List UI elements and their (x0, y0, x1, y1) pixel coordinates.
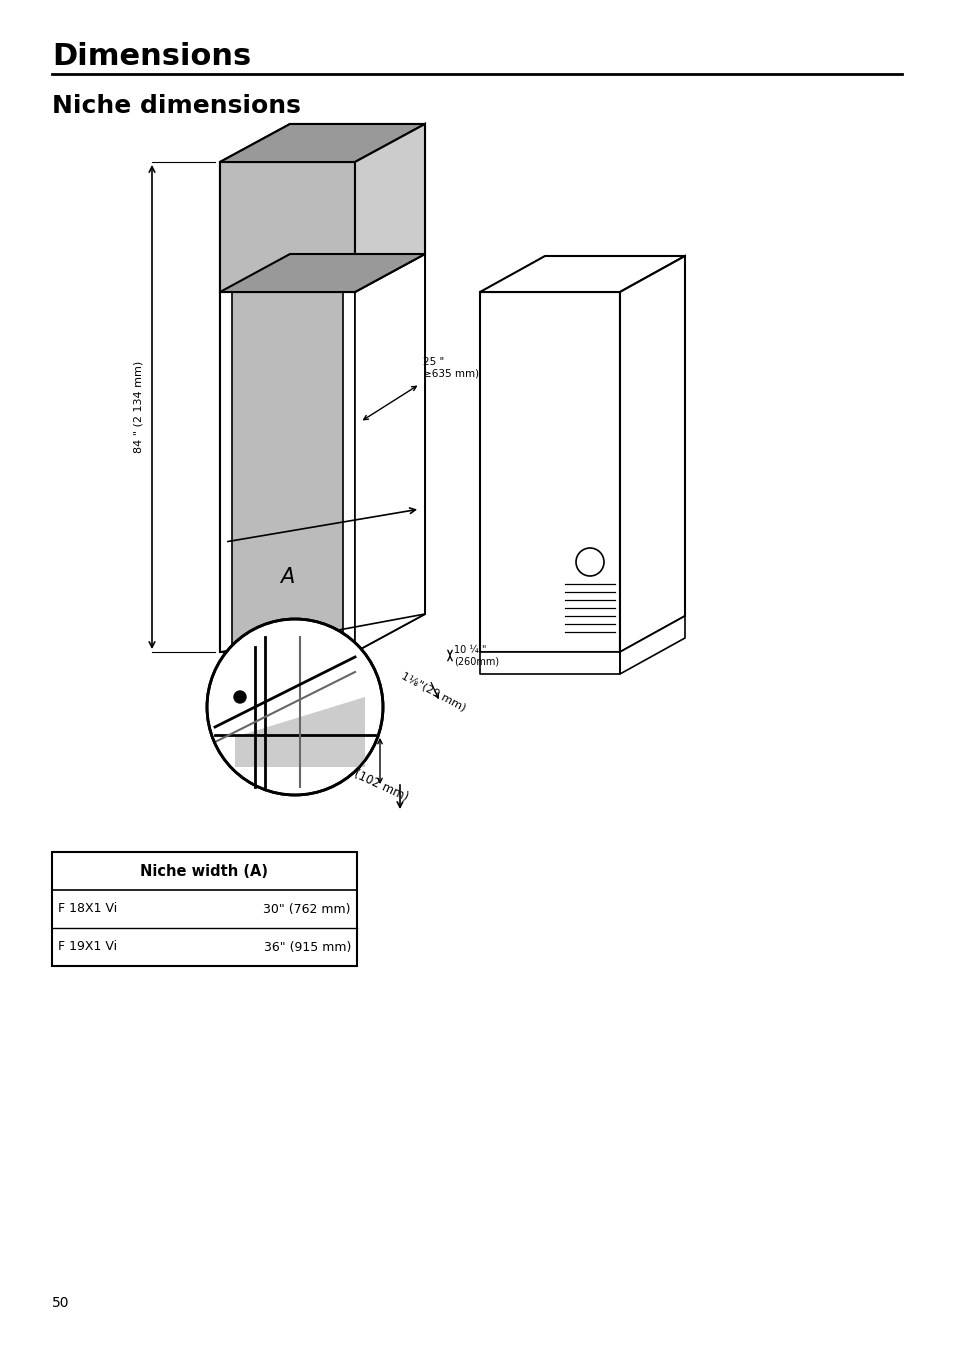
Bar (52, 852, 356, 965)
Text: 50: 50 (52, 1297, 70, 1310)
Text: Niche dimensions: Niche dimensions (52, 95, 300, 118)
Text: F 18X1 Vi: F 18X1 Vi (58, 903, 117, 915)
Text: F 19X1 Vi: F 19X1 Vi (58, 941, 117, 953)
Circle shape (233, 691, 246, 703)
Polygon shape (479, 292, 619, 652)
Polygon shape (479, 256, 684, 292)
Text: 30" (762 mm): 30" (762 mm) (263, 903, 351, 915)
Text: 25 "
≥635 mm): 25 " ≥635 mm) (422, 357, 478, 379)
Polygon shape (355, 254, 424, 652)
Text: 4"(102 mm): 4"(102 mm) (339, 763, 410, 804)
Polygon shape (619, 617, 684, 675)
Text: Niche width (A): Niche width (A) (140, 864, 268, 879)
Polygon shape (220, 124, 424, 162)
Polygon shape (343, 292, 355, 652)
Text: A: A (280, 566, 294, 587)
Text: 84 " (2 134 mm): 84 " (2 134 mm) (133, 361, 144, 453)
Polygon shape (619, 256, 684, 652)
Circle shape (207, 619, 382, 795)
Polygon shape (234, 698, 365, 767)
Text: Dimensions: Dimensions (52, 42, 251, 72)
Polygon shape (355, 124, 424, 292)
Polygon shape (355, 124, 424, 652)
Text: 36" (915 mm): 36" (915 mm) (263, 941, 351, 953)
Polygon shape (220, 124, 424, 162)
Text: 1⅛"(29 mm): 1⅛"(29 mm) (399, 671, 467, 713)
Polygon shape (220, 162, 355, 652)
Polygon shape (220, 254, 424, 292)
Text: 10 ¼ "
(260mm): 10 ¼ " (260mm) (454, 645, 498, 667)
Polygon shape (220, 162, 355, 292)
Polygon shape (220, 292, 232, 652)
Polygon shape (479, 652, 619, 675)
